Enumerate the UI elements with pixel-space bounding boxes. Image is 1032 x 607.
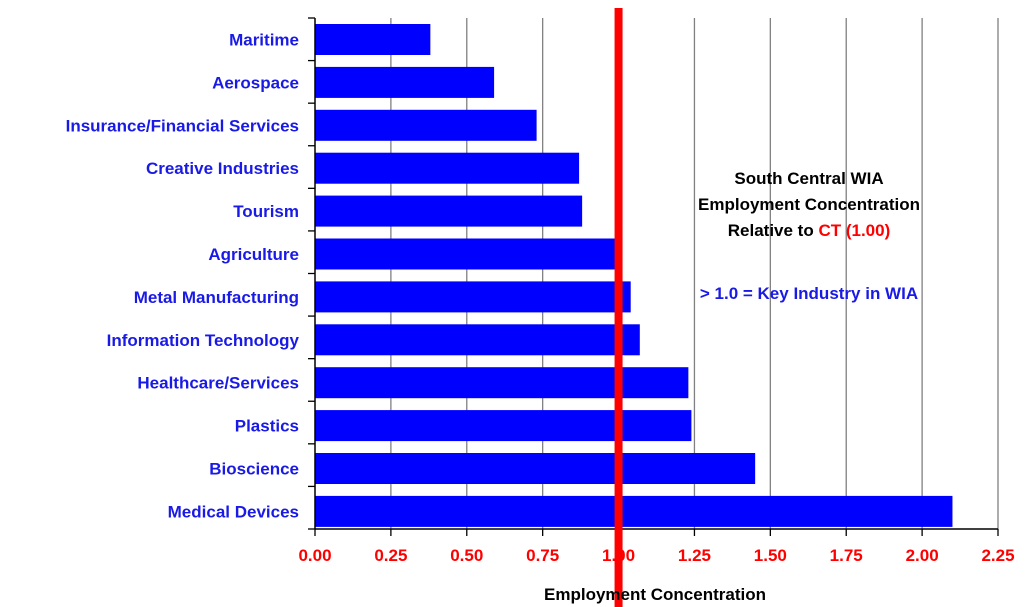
category-label: Medical Devices xyxy=(168,502,299,521)
bar xyxy=(315,195,583,227)
bar xyxy=(315,238,616,270)
x-tick-label: 1.25 xyxy=(678,546,711,565)
x-tick-label: 1.50 xyxy=(754,546,787,565)
annotation-ct-highlight: CT (1.00) xyxy=(818,221,890,240)
bar xyxy=(315,152,580,184)
x-tick-label: 2.25 xyxy=(981,546,1014,565)
x-tick-label: 0.00 xyxy=(298,546,331,565)
annotation-line-3: Relative to CT (1.00) xyxy=(728,221,891,240)
bar xyxy=(315,367,689,399)
bar xyxy=(315,109,537,141)
annotation-line-3-prefix: Relative to xyxy=(728,221,819,240)
category-label: Metal Manufacturing xyxy=(134,288,299,307)
bar xyxy=(315,281,631,313)
category-label: Aerospace xyxy=(212,73,299,92)
x-tick-label: 0.75 xyxy=(526,546,559,565)
x-tick-label: 2.00 xyxy=(906,546,939,565)
category-label: Insurance/Financial Services xyxy=(66,116,299,135)
category-label: Bioscience xyxy=(209,460,299,479)
category-label: Maritime xyxy=(229,31,299,50)
x-axis-title: Employment Concentration xyxy=(544,585,766,604)
bar xyxy=(315,410,692,442)
annotation-line-2: Employment Concentration xyxy=(698,195,920,214)
annotation-line-1: South Central WIA xyxy=(734,169,883,188)
bar xyxy=(315,453,756,484)
category-label: Plastics xyxy=(235,417,299,436)
category-label: Agriculture xyxy=(208,245,299,264)
bars xyxy=(315,24,953,527)
bar xyxy=(315,24,431,55)
annotation-key-note: > 1.0 = Key Industry in WIA xyxy=(700,284,918,303)
category-labels: Maritime Aerospace Insurance/Financial Ser… xyxy=(66,31,300,522)
x-tick-label: 0.25 xyxy=(374,546,407,565)
annotation-box: South Central WIA Employment Concentrati… xyxy=(698,169,920,303)
category-label: Healthcare/Services xyxy=(137,374,299,393)
category-label: Information Technology xyxy=(107,331,300,350)
bar xyxy=(315,66,495,98)
category-label: Creative Industries xyxy=(146,159,299,178)
x-tick-label: 1.75 xyxy=(830,546,863,565)
tick-labels: 0.000.250.500.751.001.251.501.752.002.25 xyxy=(298,546,1014,565)
bar xyxy=(315,495,953,527)
bar xyxy=(315,324,640,356)
x-tick-label: 0.50 xyxy=(450,546,483,565)
category-label: Tourism xyxy=(233,202,299,221)
